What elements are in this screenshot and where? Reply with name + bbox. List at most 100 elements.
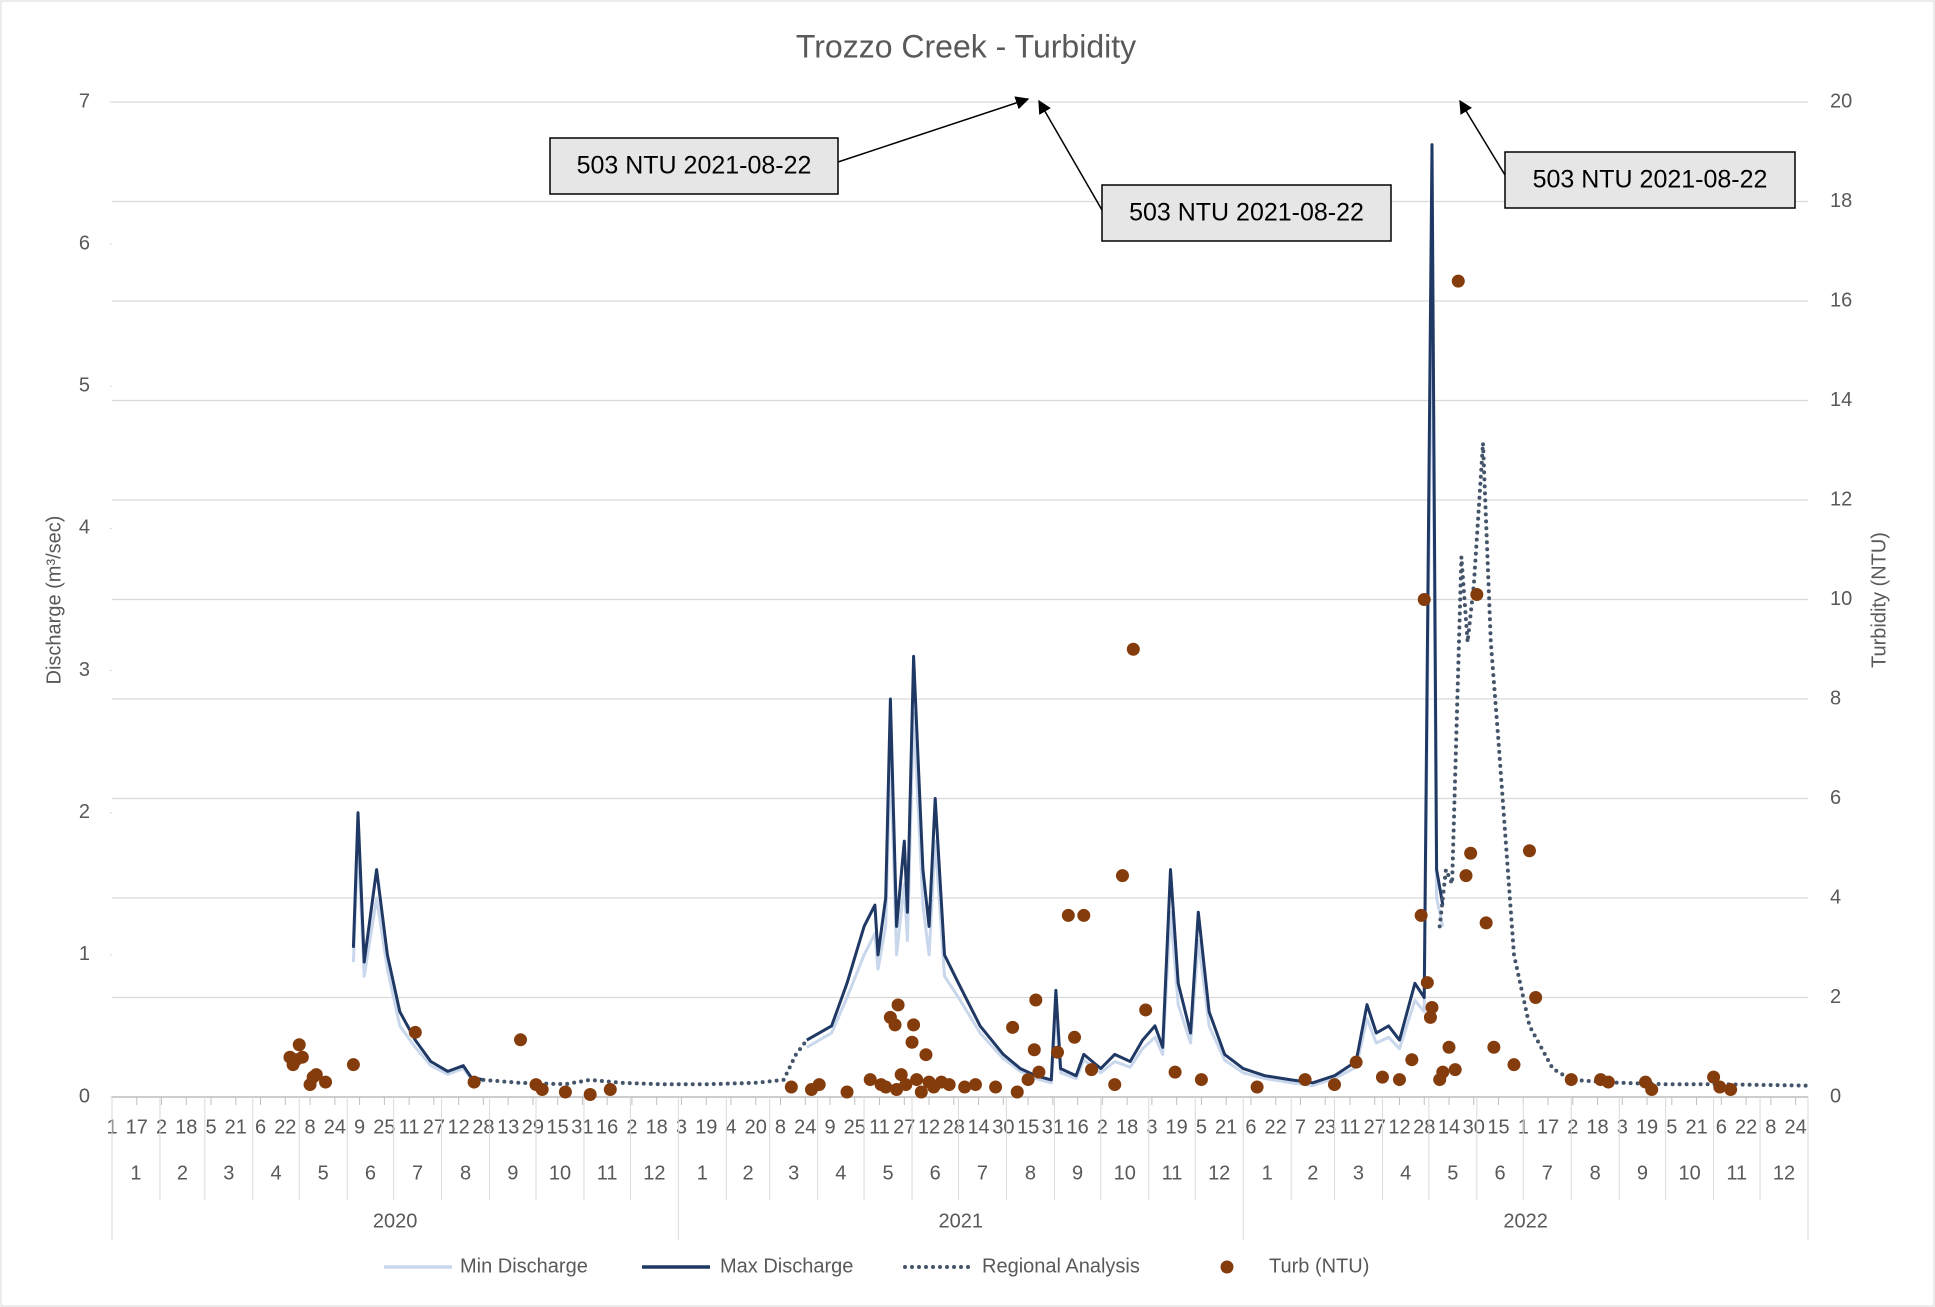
x-tick-label: 27 [1364,1116,1386,1138]
scatter-point [1420,976,1434,990]
scatter-point [1298,1073,1312,1087]
y2-tick-label: 20 [1830,90,1852,112]
scatter-point [1436,1065,1450,1079]
y2-tick-label: 16 [1830,289,1852,311]
x-tick-label: 3 [1617,1116,1628,1138]
scatter-point [863,1073,877,1087]
x-tick-label: 8 [305,1116,316,1138]
scatter-point [942,1078,956,1092]
scatter-point [910,1073,924,1087]
scatter-point [514,1033,528,1047]
x-tick-label: 7 [1295,1116,1306,1138]
scatter-point [1448,1063,1462,1077]
scatter-point [1021,1073,1035,1087]
x-tick-label: 19 [695,1116,717,1138]
month-label: 10 [549,1162,571,1184]
x-tick-label: 4 [725,1116,736,1138]
scatter-point [879,1080,893,1094]
scatter-point [914,1085,928,1099]
x-tick-label: 12 [1388,1116,1410,1138]
scatter-point [603,1083,617,1097]
legend-label: Turb (NTU) [1269,1255,1369,1277]
scatter-point [1126,642,1140,656]
scatter-point [899,1078,913,1092]
y-tick-label: 5 [79,375,90,397]
y2-tick-label: 6 [1830,787,1841,809]
x-tick-label: 23 [1314,1116,1336,1138]
x-tick-label: 11 [869,1116,890,1138]
scatter-point [1470,588,1484,602]
scatter-point [1194,1073,1208,1087]
x-tick-label: 27 [423,1116,445,1138]
x-tick-label: 6 [255,1116,266,1138]
scatter-point [1006,1020,1020,1034]
x-tick-label: 14 [967,1116,989,1138]
scatter-point [1451,274,1465,288]
x-tick-label: 16 [1066,1116,1088,1138]
scatter-point [1713,1080,1727,1094]
scatter-point [1464,846,1478,860]
scatter-point [558,1085,572,1099]
scatter-point [1349,1055,1363,1069]
x-tick-label: 3 [676,1116,687,1138]
y-tick-label: 2 [79,801,90,823]
x-tick-label: 16 [596,1116,618,1138]
month-label: 8 [1590,1162,1601,1184]
scatter-point [958,1080,972,1094]
y2-tick-label: 4 [1830,886,1841,908]
month-label: 10 [1114,1162,1136,1184]
year-label: 2020 [373,1210,418,1232]
scatter-point [1564,1073,1578,1087]
x-tick-label: 12 [918,1116,940,1138]
scatter-point [583,1088,597,1102]
scatter-point [467,1075,481,1089]
scatter-point [840,1085,854,1099]
scatter-point [1068,1030,1082,1044]
x-tick-label: 30 [992,1116,1014,1138]
annotation-arrow [1459,99,1506,176]
month-label: 12 [1773,1162,1795,1184]
month-label: 2 [177,1162,188,1184]
month-label: 3 [223,1162,234,1184]
x-tick-label: 18 [1586,1116,1608,1138]
month-label: 6 [930,1162,941,1184]
x-tick-label: 22 [274,1116,296,1138]
month-label: 4 [1400,1162,1411,1184]
x-tick-label: 6 [1245,1116,1256,1138]
x-tick-label: 24 [324,1116,346,1138]
y2-tick-label: 8 [1830,687,1841,709]
x-tick-label: 18 [175,1116,197,1138]
y2-tick-label: 14 [1830,389,1852,411]
month-label: 5 [1447,1162,1458,1184]
scatter-point [1529,991,1543,1004]
scatter-point [1010,1085,1024,1099]
x-tick-label: 28 [1413,1116,1435,1138]
x-tick-label: 5 [1666,1116,1677,1138]
scatter-point [346,1058,360,1072]
y-tick-label: 0 [79,1085,90,1107]
y2-axis-title: Turbidity (NTU) [1868,532,1890,668]
scatter-point [1645,1083,1659,1097]
x-tick-label: 31 [571,1116,593,1138]
x-tick-label: 30 [1463,1116,1485,1138]
x-tick-label: 22 [1735,1116,1757,1138]
scatter-point [1522,844,1536,858]
scatter-point [1085,1063,1099,1077]
month-label: 4 [270,1162,281,1184]
x-tick-label: 17 [1537,1116,1559,1138]
x-tick-label: 14 [1438,1116,1460,1138]
x-tick-label: 28 [472,1116,494,1138]
x-tick-label: 31 [1042,1116,1064,1138]
y-tick-label: 7 [79,90,90,112]
x-tick-label: 8 [775,1116,786,1138]
scatter-point [888,1018,902,1032]
year-label: 2021 [939,1210,984,1232]
x-tick-label: 24 [1784,1116,1806,1138]
scatter-point [1707,1070,1721,1084]
scatter-point [1405,1053,1419,1067]
month-label: 8 [460,1162,471,1184]
month-label: 7 [977,1162,988,1184]
scatter-point [1601,1075,1615,1089]
scatter-point [1375,1070,1389,1084]
annotation-text: 503 NTU 2021-08-22 [577,152,812,180]
